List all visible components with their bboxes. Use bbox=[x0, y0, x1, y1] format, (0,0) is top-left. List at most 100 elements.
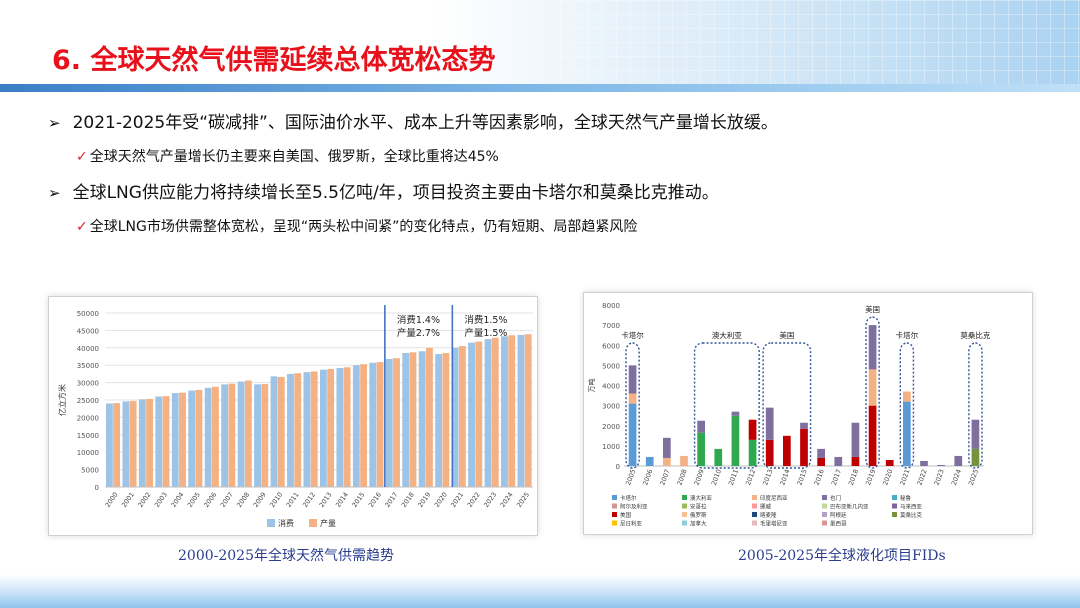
bar-consumption bbox=[369, 362, 377, 487]
bar-production bbox=[277, 377, 285, 487]
stacked-bar-segment bbox=[817, 448, 825, 458]
x-tick-label: 2021 bbox=[449, 491, 465, 509]
bar-consumption bbox=[336, 367, 344, 487]
left-chart-caption: 2000-2025年全球天然气供需趋势 bbox=[178, 548, 394, 564]
y-tick-label: 20000 bbox=[77, 414, 99, 422]
bar-consumption bbox=[484, 339, 492, 487]
x-tick-label: 2018 bbox=[400, 491, 416, 509]
legend-swatch bbox=[752, 503, 757, 509]
sub-bullet-1: ✓ 全球天然气产量增长仍主要来自美国、俄罗斯，全球比重将达45% bbox=[76, 146, 499, 166]
x-tick-label: 2013 bbox=[318, 491, 334, 509]
bar-consumption bbox=[287, 373, 294, 487]
stacked-bar-segment bbox=[645, 456, 654, 466]
stacked-bar-segment bbox=[748, 419, 757, 440]
x-tick-label: 2023 bbox=[482, 491, 498, 509]
y-tick-label: 8000 bbox=[602, 302, 620, 310]
stacked-bar-segment bbox=[680, 455, 688, 466]
bar-production bbox=[129, 401, 137, 487]
y-tick-label: 40000 bbox=[77, 345, 99, 353]
bar-production bbox=[442, 353, 450, 487]
bar-consumption bbox=[204, 387, 212, 487]
legend-swatch bbox=[822, 520, 827, 526]
legend-swatch bbox=[822, 503, 827, 509]
bar-consumption bbox=[171, 393, 179, 487]
stacked-bar-segment bbox=[834, 456, 843, 466]
stacked-bar-segment bbox=[817, 457, 825, 466]
x-tick-label: 2008 bbox=[235, 491, 251, 509]
legend-label: 阿根廷 bbox=[830, 511, 847, 519]
legend-swatch bbox=[752, 495, 757, 500]
bar-production bbox=[393, 358, 400, 487]
legend-label: 印度尼西亚 bbox=[760, 494, 788, 502]
bar-production bbox=[179, 392, 186, 487]
header-band bbox=[0, 0, 1080, 92]
check-icon: ✓ bbox=[76, 219, 88, 235]
group-highlight-box bbox=[899, 342, 915, 469]
stacked-bar-segment bbox=[937, 464, 945, 466]
bar-production bbox=[327, 369, 335, 487]
legend-label: 毛里塔尼亚 bbox=[760, 520, 788, 528]
stacked-bar-segment bbox=[628, 393, 637, 404]
bar-production bbox=[475, 341, 483, 487]
bar-production bbox=[146, 398, 153, 487]
right-chart-caption: 2005-2025年全球液化项目FIDs bbox=[738, 548, 946, 564]
x-tick-label: 2010 bbox=[268, 491, 284, 509]
legend-swatch bbox=[752, 520, 757, 526]
lng-fid-chart-panel: 0 1000 2000 3000 4000 5000 6000 7000 8000 万吨 2005 2… bbox=[583, 292, 1033, 535]
x-tick-label: 2015 bbox=[796, 468, 809, 486]
x-tick-label: 2014 bbox=[334, 491, 350, 509]
x-tick-label: 2017 bbox=[830, 468, 843, 486]
bar-production bbox=[426, 347, 433, 487]
bar-consumption bbox=[385, 358, 393, 487]
sub-bullet-1-text: 全球天然气产量增长仍主要来自美国、俄罗斯，全球比重将达45% bbox=[89, 149, 499, 165]
stacked-bar-segment bbox=[628, 365, 637, 394]
x-tick-label: 2005 bbox=[624, 468, 637, 486]
header-grid-decoration bbox=[560, 0, 1080, 92]
bar-consumption bbox=[319, 369, 327, 487]
stacked-bar-segment bbox=[731, 411, 740, 416]
group-label: 卡塔尔 bbox=[621, 330, 644, 340]
legend-swatch bbox=[892, 503, 897, 509]
stacked-bar-segment bbox=[765, 439, 774, 466]
footer-band bbox=[0, 574, 1080, 608]
bar-consumption bbox=[435, 354, 443, 487]
legend-label: 阿尔及利亚 bbox=[620, 503, 648, 511]
legend-label: 马来西亚 bbox=[900, 503, 923, 511]
bar-production bbox=[458, 346, 466, 487]
y-tick-label: 25000 bbox=[77, 397, 99, 405]
supply-demand-chart-panel: 0 5000 10000 15000 20000 25000 30000 35000 40000… bbox=[48, 296, 538, 536]
bar-production bbox=[261, 383, 269, 487]
group-highlight-box bbox=[762, 342, 812, 469]
bar-production bbox=[113, 403, 121, 487]
x-tick-label: 2004 bbox=[169, 491, 185, 509]
arrow-bullet-icon: ➢ bbox=[48, 114, 61, 132]
y-axis-label: 万吨 bbox=[587, 379, 596, 393]
stacked-bar-segment bbox=[954, 455, 963, 466]
x-tick-label: 2003 bbox=[153, 491, 169, 509]
slide-title: 6. 全球天然气供需延续总体宽松态势 bbox=[52, 45, 496, 76]
stacked-bar-segment bbox=[800, 428, 808, 466]
legend-swatch bbox=[892, 512, 897, 517]
bullet-2: ➢ 全球LNG供应能力将持续增长至5.5亿吨/年，项目投资主要由卡塔尔和莫桑比克推… bbox=[48, 178, 719, 203]
stacked-bar-segment bbox=[714, 448, 723, 466]
stacked-bar-segment bbox=[920, 460, 928, 466]
x-tick-label: 2012 bbox=[301, 491, 317, 509]
legend-label: 产量 bbox=[320, 518, 336, 528]
y-tick-label: 6000 bbox=[602, 342, 620, 350]
legend-label: 澳大利亚 bbox=[690, 494, 713, 502]
x-tick-label: 2024 bbox=[499, 491, 515, 509]
group-label: 卡塔尔 bbox=[896, 330, 919, 340]
x-tick-label: 2024 bbox=[950, 468, 963, 486]
legend-label: 俄罗斯 bbox=[690, 511, 707, 519]
group-label: 莫桑比克 bbox=[960, 330, 990, 340]
x-tick-label: 2025 bbox=[515, 491, 531, 509]
x-tick-label: 2002 bbox=[136, 491, 152, 509]
legend-label: 安哥拉 bbox=[690, 503, 707, 511]
stacked-bar-segment bbox=[731, 415, 740, 466]
legend-label: 莫桑比克 bbox=[900, 511, 923, 519]
bar-production bbox=[228, 383, 236, 487]
stacked-bar-segment bbox=[868, 325, 877, 370]
x-tick-label: 2023 bbox=[933, 468, 946, 486]
stacked-bar-segment bbox=[868, 405, 877, 466]
y-tick-label: 1000 bbox=[602, 443, 620, 451]
